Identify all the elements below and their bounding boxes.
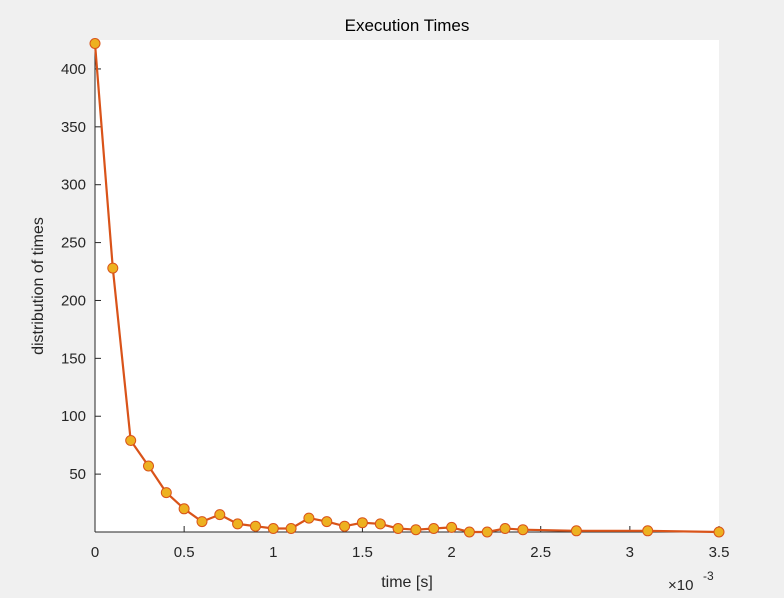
data-point	[267, 523, 279, 534]
x-tick-label: 2.5	[530, 544, 551, 561]
x-tick-label: 0.5	[174, 544, 195, 561]
y-axis-ticks: 50 100 150 200 250 300 350 400	[61, 61, 101, 483]
chart-title: Execution Times	[345, 16, 470, 35]
data-point	[178, 503, 190, 515]
data-point	[481, 526, 493, 538]
y-tick-label: 50	[69, 466, 86, 483]
data-point	[232, 518, 244, 530]
y-tick-label: 100	[61, 408, 86, 425]
y-tick-label: 400	[61, 61, 86, 78]
data-point	[339, 520, 351, 532]
data-point	[250, 520, 261, 532]
x-tick-label: 2	[447, 544, 455, 561]
y-axis-label: distribution of times	[30, 217, 47, 355]
x-tick-label: 0	[91, 544, 99, 561]
x-axis-ticks: 0 0.5 1 1.5 2 2.5 3 3.5	[91, 526, 730, 561]
data-point	[214, 509, 226, 521]
y-tick-label: 300	[61, 177, 86, 194]
data-point	[499, 523, 511, 534]
x-axis-multiplier: ×10 -3	[668, 569, 714, 594]
data-point	[125, 435, 137, 446]
data-point	[321, 516, 333, 528]
data-point	[196, 516, 208, 528]
data-point	[570, 525, 582, 537]
y-tick-label: 350	[61, 119, 86, 136]
data-point	[143, 460, 154, 472]
y-tick-label: 150	[61, 350, 86, 367]
data-point	[303, 512, 315, 524]
data-point	[160, 487, 172, 499]
x-tick-label: 1.5	[352, 544, 373, 561]
plot-area	[95, 40, 719, 532]
data-point	[517, 524, 529, 536]
x-tick-label: 1	[269, 544, 277, 561]
data-point	[410, 524, 422, 536]
series-line	[93, 43, 720, 534]
x-multiplier-base: ×10	[668, 577, 693, 594]
data-point	[285, 523, 297, 534]
x-tick-label: 3	[626, 544, 634, 561]
data-point	[446, 521, 458, 533]
x-multiplier-exponent: -3	[703, 569, 714, 583]
y-tick-label: 250	[61, 235, 86, 252]
data-point	[374, 518, 386, 530]
data-point	[713, 526, 725, 538]
data-point	[392, 523, 404, 534]
data-point	[107, 262, 119, 274]
data-series	[89, 38, 725, 538]
data-point	[428, 523, 440, 534]
data-point	[89, 38, 101, 49]
x-axis-label: time [s]	[381, 574, 433, 591]
data-point	[642, 525, 654, 537]
data-point	[356, 517, 368, 529]
y-tick-label: 200	[61, 292, 86, 309]
x-tick-label: 3.5	[709, 544, 730, 561]
data-point	[463, 526, 475, 538]
